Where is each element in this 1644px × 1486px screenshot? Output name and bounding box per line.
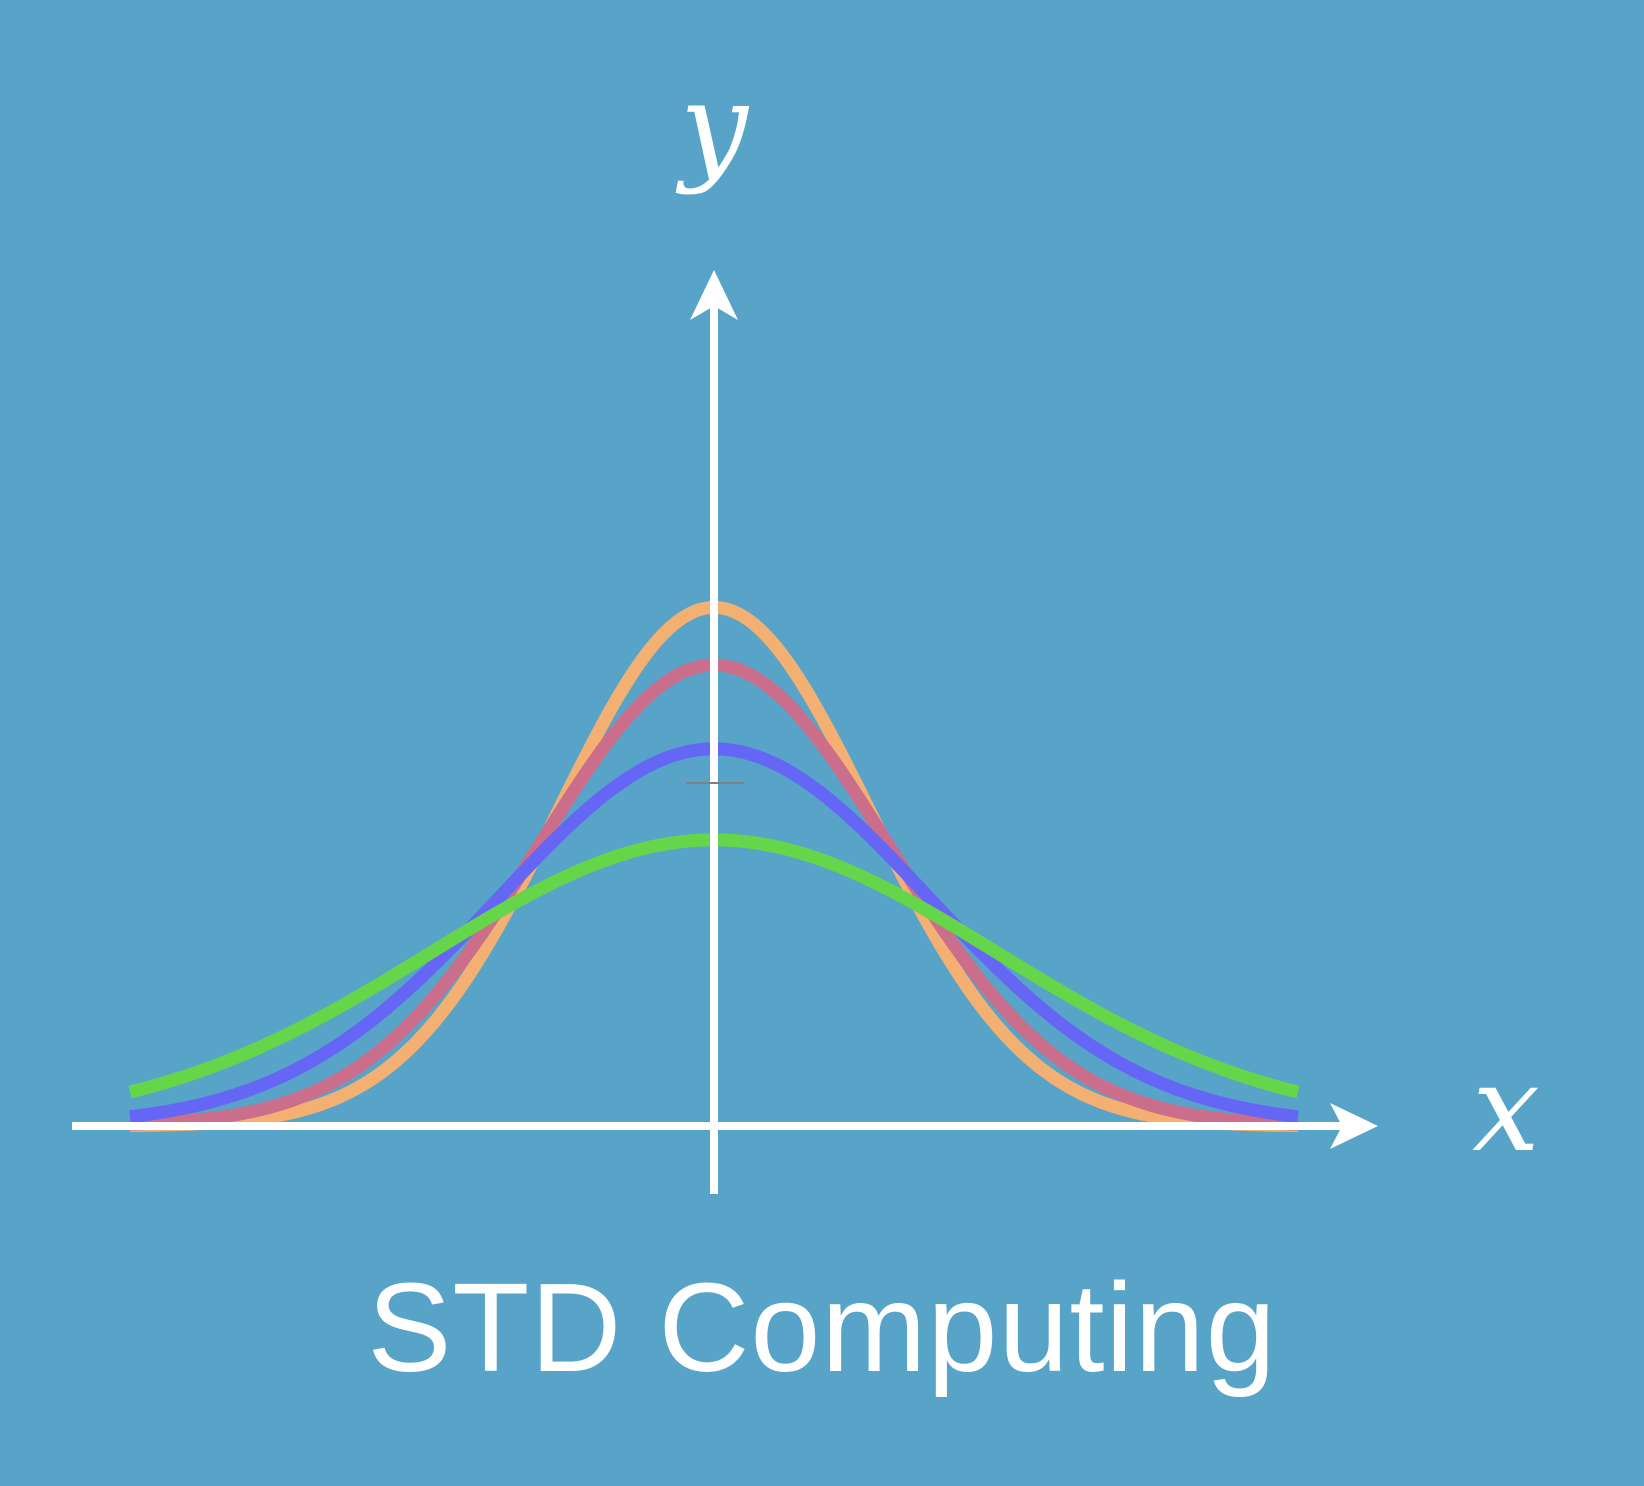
x-axis-label: x [1472, 1040, 1540, 1179]
y-axis-label: y [675, 58, 750, 197]
y-axis-arrowhead [690, 270, 738, 320]
x-axis-arrowhead [1330, 1103, 1378, 1149]
caption-text: STD Computing [367, 1257, 1277, 1398]
